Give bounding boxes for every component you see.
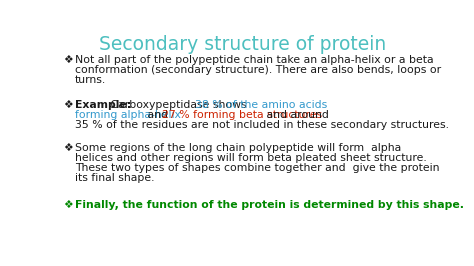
Text: These two types of shapes combine together and  give the protein: These two types of shapes combine togeth… xyxy=(75,163,439,173)
Text: Secondary structure of protein: Secondary structure of protein xyxy=(99,35,387,54)
Text: ❖: ❖ xyxy=(63,143,73,153)
Text: conformation (secondary structure). There are also bends, loops or: conformation (secondary structure). Ther… xyxy=(75,65,441,75)
Text: Finally, the function of the protein is determined by this shape.: Finally, the function of the protein is … xyxy=(75,200,464,210)
Text: helices and other regions will form beta pleated sheet structure.: helices and other regions will form beta… xyxy=(75,153,427,163)
Text: 38 % of the amino acids: 38 % of the amino acids xyxy=(195,100,327,110)
Text: ❖: ❖ xyxy=(63,55,73,65)
Text: 27 % forming beta structures: 27 % forming beta structures xyxy=(162,110,322,120)
Text: Example:: Example: xyxy=(75,100,131,110)
Text: Some regions of the long chain polypeptide will form  alpha: Some regions of the long chain polypepti… xyxy=(75,143,401,153)
Text: 35 % of the residues are not included in these secondary structures.: 35 % of the residues are not included in… xyxy=(75,120,449,130)
Text: Carboxypeptidase shows: Carboxypeptidase shows xyxy=(107,100,250,110)
Text: ❖: ❖ xyxy=(63,100,73,110)
Text: and: and xyxy=(144,110,171,120)
Text: Not all part of the polypeptide chain take an alpha-helix or a beta: Not all part of the polypeptide chain ta… xyxy=(75,55,433,65)
Text: ❖: ❖ xyxy=(63,200,73,210)
Text: turns.: turns. xyxy=(75,75,106,85)
Text: and around: and around xyxy=(263,110,329,120)
Text: forming alpha-helix: forming alpha-helix xyxy=(75,110,181,120)
Text: its final shape.: its final shape. xyxy=(75,173,154,183)
